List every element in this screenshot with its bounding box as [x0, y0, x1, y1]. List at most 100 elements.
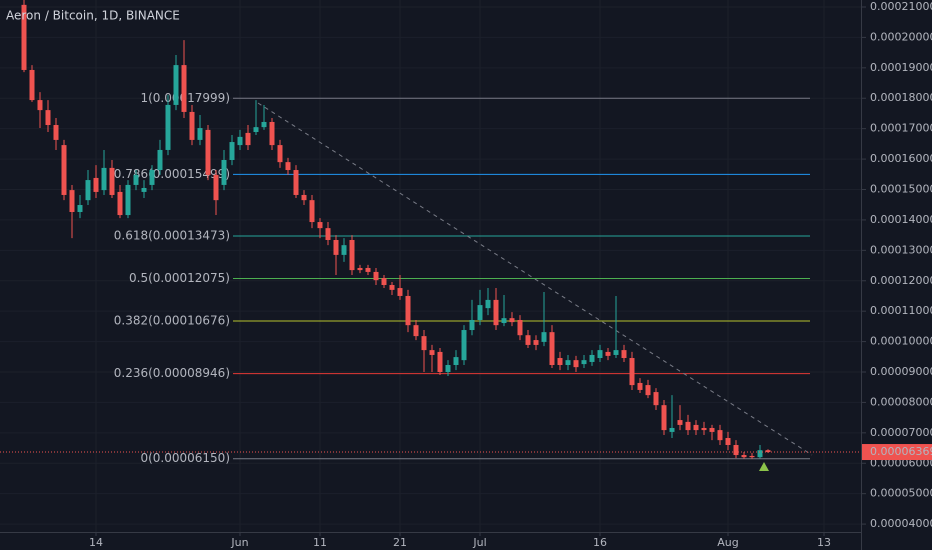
candle-body: [517, 319, 523, 336]
candle-body: [557, 358, 563, 366]
candle-body: [237, 136, 243, 146]
candle-body: [749, 455, 755, 458]
candle-body: [301, 194, 307, 201]
candle-body: [669, 427, 675, 432]
candle-body: [765, 450, 771, 453]
candle-body: [285, 162, 291, 171]
candle-body: [69, 190, 75, 213]
candle-body: [277, 145, 283, 163]
candle-body: [109, 167, 115, 195]
candle-body: [317, 222, 323, 229]
candle-body: [149, 170, 155, 185]
y-tick-label: 0.00008000: [870, 395, 932, 408]
candle-body: [725, 438, 731, 446]
candle-body: [253, 127, 259, 133]
y-tick-label: 0.00012000: [870, 274, 932, 287]
fib-level-label: 0.618(0.00013473): [114, 228, 230, 242]
candle-body: [637, 382, 643, 390]
y-tick-label: 0.00013000: [870, 243, 932, 256]
candle-body: [733, 445, 739, 456]
candle-body: [45, 110, 51, 126]
candle-body: [413, 325, 419, 337]
candle-body: [533, 340, 539, 345]
y-tick-label: 0.00018000: [870, 91, 932, 104]
candle-body: [645, 385, 651, 396]
candle-body: [197, 128, 203, 140]
candle-body: [541, 332, 547, 342]
candle-body: [37, 100, 43, 111]
candle-body: [181, 65, 187, 112]
candle-body: [629, 358, 635, 386]
candle-body: [101, 167, 107, 191]
x-tick-label: 14: [89, 536, 103, 549]
candle-body: [205, 129, 211, 175]
candle-body: [581, 360, 587, 365]
candle-body: [125, 184, 131, 216]
candle-body: [485, 299, 491, 309]
candle-body: [165, 104, 171, 150]
candle-body: [293, 170, 299, 195]
y-tick-label: 0.00011000: [870, 304, 932, 317]
trend-line: [257, 102, 813, 456]
y-tick-label: 0.00017000: [870, 122, 932, 135]
candle-body: [325, 228, 331, 240]
fib-level-label: 0(0.00006150): [140, 451, 230, 465]
signal-marker: [759, 462, 769, 471]
candle-body: [741, 455, 747, 458]
x-tick-label: 11: [313, 536, 327, 549]
candle-body: [245, 132, 251, 146]
candle-body: [117, 191, 123, 216]
candle-body: [309, 200, 315, 223]
candle-body: [621, 350, 627, 359]
candle-body: [661, 405, 667, 431]
candle-body: [613, 350, 619, 355]
y-tick-label: 0.00020000: [870, 30, 932, 43]
candle-body: [21, 4, 27, 70]
candle-body: [693, 424, 699, 431]
candle-body: [349, 239, 355, 271]
candles: [0, 0, 862, 459]
y-tick-label: 0.00021000: [870, 0, 932, 13]
y-tick-label: 0.00005000: [870, 487, 932, 500]
y-tick-label: 0.00014000: [870, 213, 932, 226]
candle-body: [213, 174, 219, 201]
candle-body: [701, 427, 707, 431]
candle-body: [133, 174, 139, 185]
candle-body: [493, 299, 499, 326]
candle-body: [717, 430, 723, 441]
last-price-box: [862, 444, 932, 461]
candle-body: [757, 450, 763, 458]
candle-body: [269, 121, 275, 146]
candle-body: [421, 336, 427, 351]
candle-body: [453, 357, 459, 366]
candle-body: [397, 288, 403, 296]
candle-body: [501, 318, 507, 324]
y-tick-label: 0.00010000: [870, 335, 932, 348]
x-tick-label: 21: [393, 536, 407, 549]
candle-body: [157, 149, 163, 171]
candle-body: [221, 159, 227, 185]
candle-body: [229, 142, 235, 160]
y-tick-label: 0.00015000: [870, 183, 932, 196]
candle-body: [573, 360, 579, 368]
candle-body: [525, 335, 531, 345]
candle-body: [53, 125, 59, 140]
candle-body: [565, 360, 571, 366]
x-tick-label: Aug: [717, 536, 738, 549]
y-tick-label: 0.00019000: [870, 61, 932, 74]
candle-body: [77, 205, 83, 213]
x-tick-label: 13: [817, 536, 831, 549]
candle-body: [477, 305, 483, 320]
axes: 0.000040000.000050000.000060000.00007000…: [89, 0, 932, 549]
fib-level-label: 0.382(0.00010676): [114, 314, 230, 328]
x-tick-label: 16: [593, 536, 607, 549]
candle-body: [709, 427, 715, 432]
candle-body: [173, 65, 179, 105]
candle-body: [445, 365, 451, 373]
fib-level-label: 0.786(0.00015499): [114, 167, 230, 181]
candle-body: [589, 354, 595, 362]
candle-body: [373, 271, 379, 281]
candle-body: [189, 111, 195, 140]
x-tick-label: Jul: [472, 536, 486, 549]
